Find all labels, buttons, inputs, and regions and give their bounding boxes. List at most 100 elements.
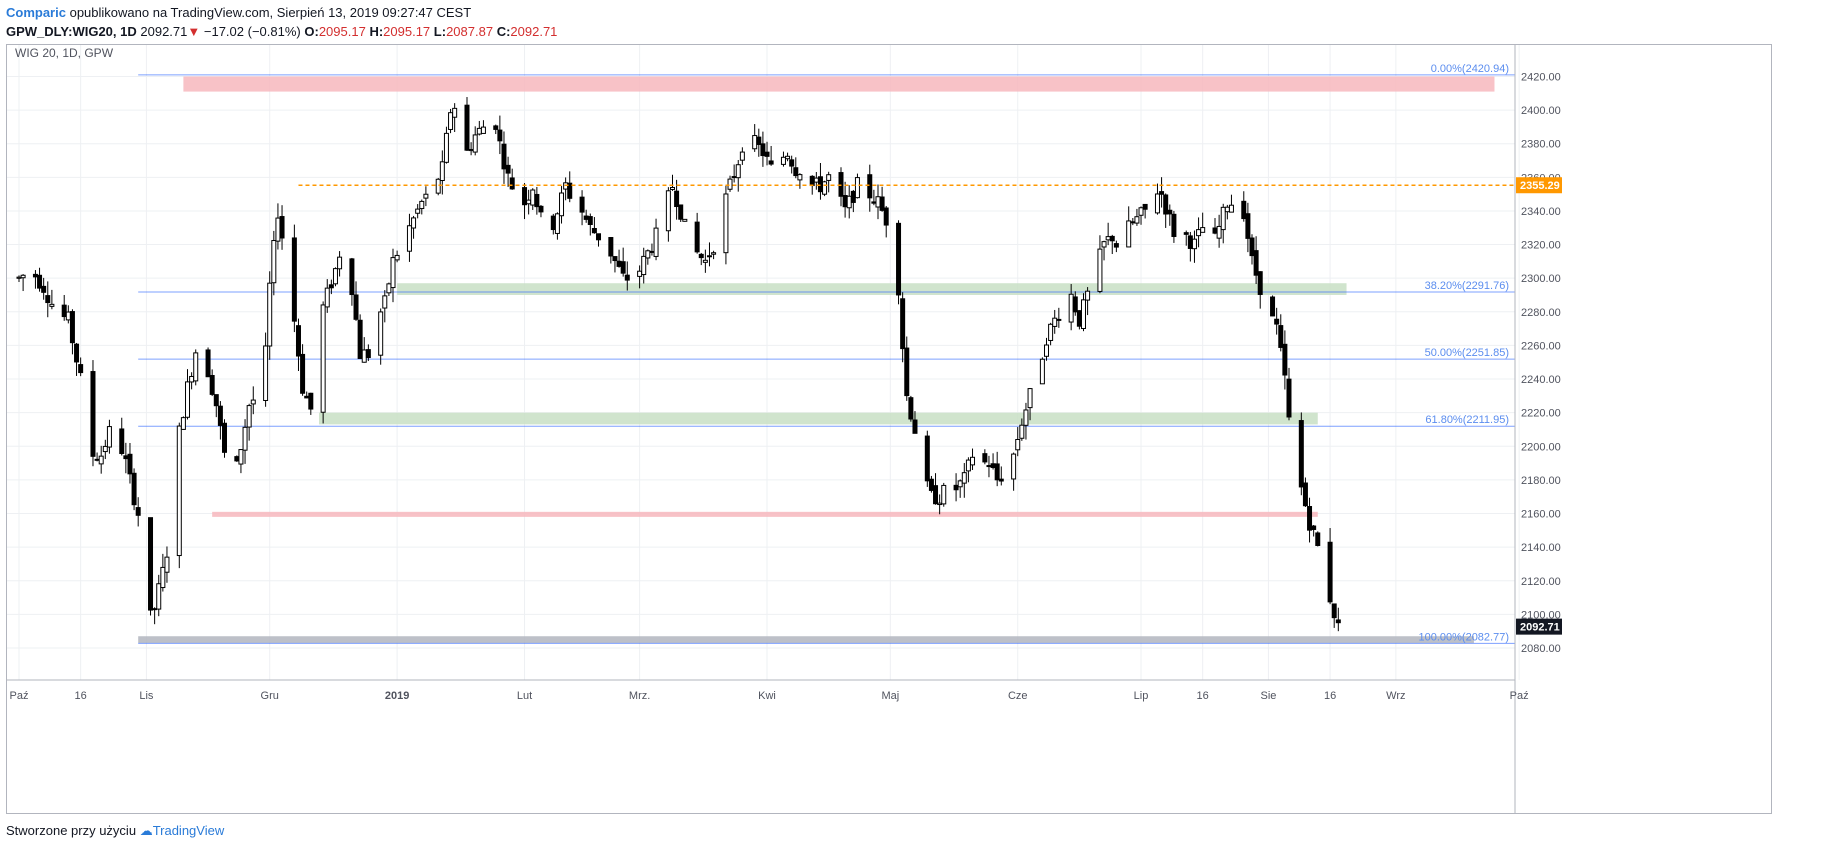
candle-up [263,345,269,401]
candle-up [176,425,182,557]
candle-down [933,485,939,505]
publish-line: Comparic opublikowano na TradingView.com… [6,4,557,21]
candle-up [65,311,71,321]
candle-up [1023,409,1029,426]
candle-up [785,155,791,160]
last-price-label: 2092.71 [1520,622,1560,634]
tradingview-link[interactable]: TradingView [152,823,225,838]
time-tick-label: Paź [10,690,29,702]
time-tick-label: Sie [1260,690,1276,702]
low-label: L: [433,24,447,39]
candle-up [1216,225,1222,239]
price-chart[interactable]: 0.00%(2420.94) 38.20%(2291.76) 50.00%(2251… [7,45,1771,813]
last-price-tag [1516,618,1562,635]
candle-down [871,201,877,204]
candle-down [789,159,795,167]
candle-down [1270,296,1276,317]
candle-down [32,273,38,278]
candle-down [1072,296,1078,313]
candle-up [554,213,560,234]
candle-down [295,325,301,357]
candle-down [928,478,934,491]
candle-down [694,221,700,253]
candle-up [530,189,536,206]
candle-up [320,304,326,413]
candle-up [1015,438,1021,451]
candle-down [678,204,684,220]
price-tick-label: 2300.00 [1521,273,1561,285]
footer: Stworzone przy użyciu ☁TradingView [6,823,224,839]
candle-down [883,207,889,226]
candle-up [267,282,273,347]
candle-up [875,196,881,208]
candle-up [780,156,786,165]
candle-up [406,225,412,252]
candle-down [123,455,129,460]
candle-down [1241,200,1247,220]
price-tick-label: 2080.00 [1521,643,1561,655]
candle-up [752,135,758,150]
candle-up [1228,204,1234,213]
candle-down [850,190,856,203]
resistance-price-label: 2355.29 [1520,180,1560,192]
candle-up [394,254,400,261]
candle-up [106,426,112,448]
candle-down [764,151,770,157]
candle-down [349,258,355,296]
time-tick-label: Wrz [1386,690,1405,702]
candle-down [1253,250,1259,276]
candle-up [637,270,643,277]
time-axis[interactable]: Paź 16 Lis Gru 2019 Lut Mrz. Kwi Maj Cze Lip 16 Sie 1… [10,690,1529,702]
candle-up [1056,318,1062,321]
candle-up [160,566,166,589]
candle-down [291,237,297,322]
price-tick-label: 2420.00 [1521,71,1561,83]
candle-up [1224,206,1230,213]
candle-down [45,295,51,304]
chart-header: Comparic opublikowano na TradingView.com… [6,4,557,40]
candle-up [246,405,252,428]
candle-up [238,449,244,465]
candle-up [415,208,421,214]
candle-up [731,176,737,179]
candle-up [665,190,671,232]
candle-up [711,252,717,255]
price-axis[interactable]: 2080.00 2100.00 2120.00 2140.00 2160.00 2180.… [1516,71,1562,655]
published-text: opublikowano na TradingView.com, Sierpie… [69,5,472,20]
candle-up [156,583,162,610]
candle-up [189,375,195,383]
candle-down [61,304,67,318]
candle-down [1257,271,1263,295]
candle-down [768,160,774,165]
candle-down [596,233,602,241]
zone-rect [397,283,1347,295]
candle-up [275,217,281,242]
time-tick-label: Lis [139,690,154,702]
candle-down [760,143,766,157]
candle-down [1278,325,1284,348]
candle-up [649,250,655,253]
candle-down [74,343,80,363]
candle-down [1167,209,1173,215]
candle-down [809,175,815,187]
price-change: −17.02 (−0.81%) [203,24,301,39]
price-tick-label: 2180.00 [1521,475,1561,487]
candle-down [279,216,285,239]
fib-label: 61.80%(2211.95) [1425,414,1509,426]
price-tick-label: 2260.00 [1521,340,1561,352]
candle-down [501,143,507,170]
resistance-price-tag [1516,177,1562,194]
candle-down [1274,318,1280,325]
zone-rect [183,76,1495,92]
price-tick-label: 2280.00 [1521,307,1561,319]
candle-up [937,502,943,506]
candle-up [443,132,449,163]
zone-rect [138,636,1474,643]
candle-down [912,419,918,434]
author-link[interactable]: Comparic [6,5,66,20]
candle-up [476,127,482,135]
candle-up [957,480,963,488]
time-tick-label: Gru [261,690,279,702]
candle-up [735,164,741,179]
candle-up [1011,453,1017,480]
